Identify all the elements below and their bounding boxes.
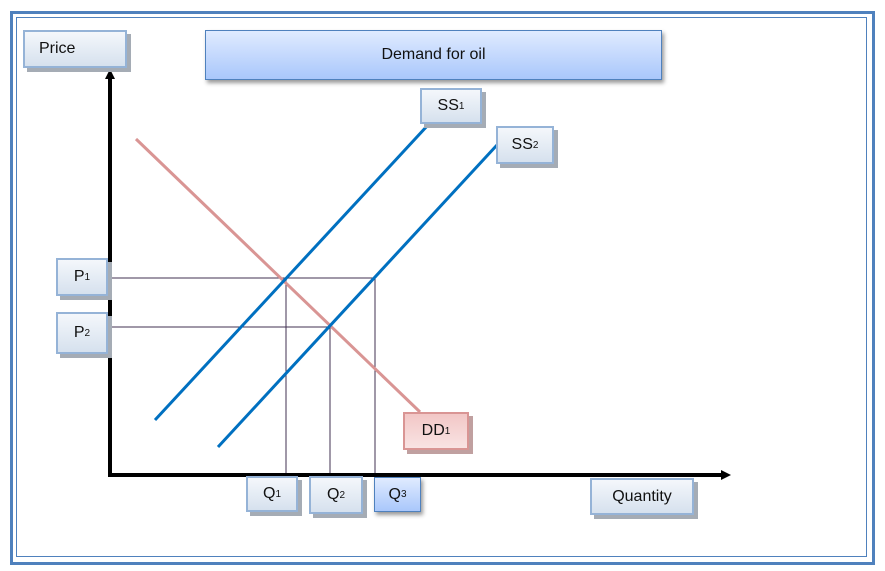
ss2-sub: 2 [532, 139, 539, 151]
title-text: Demand for oil [381, 46, 486, 63]
y-axis-label-text: Price [39, 40, 76, 57]
dd1-label: DD 1 [403, 412, 469, 450]
q3-sub: 3 [400, 489, 407, 500]
y-axis-label: Price [23, 30, 127, 68]
p1-base: P [73, 268, 85, 285]
demand-curve-dd1 [134, 137, 422, 414]
dd1-base: DD [421, 422, 445, 439]
q1-base: Q [262, 485, 276, 502]
ss2-base: SS [511, 136, 533, 153]
ss1-base: SS [437, 97, 459, 114]
supply-curve-ss1 [153, 123, 430, 422]
outer-frame [10, 11, 875, 565]
ss2-label: SS 2 [496, 126, 554, 164]
q2-base: Q [326, 486, 340, 503]
x-axis-label-text: Quantity [612, 487, 672, 505]
supply-curve-ss2 [216, 143, 499, 449]
ss1-sub: 1 [458, 100, 465, 112]
p1-sub: 1 [84, 271, 91, 283]
q2-sub: 2 [339, 489, 345, 501]
ss1-label: SS 1 [420, 88, 482, 124]
x-axis-label: Quantity [590, 478, 694, 515]
q1-sub: 1 [275, 488, 281, 500]
dd1-sub: 1 [444, 425, 451, 437]
diagram-title: Demand for oil [205, 30, 662, 80]
p2-sub: 2 [84, 327, 91, 339]
inner-frame [16, 17, 867, 557]
p2-base: P [73, 324, 85, 341]
q3-base: Q [388, 485, 401, 503]
